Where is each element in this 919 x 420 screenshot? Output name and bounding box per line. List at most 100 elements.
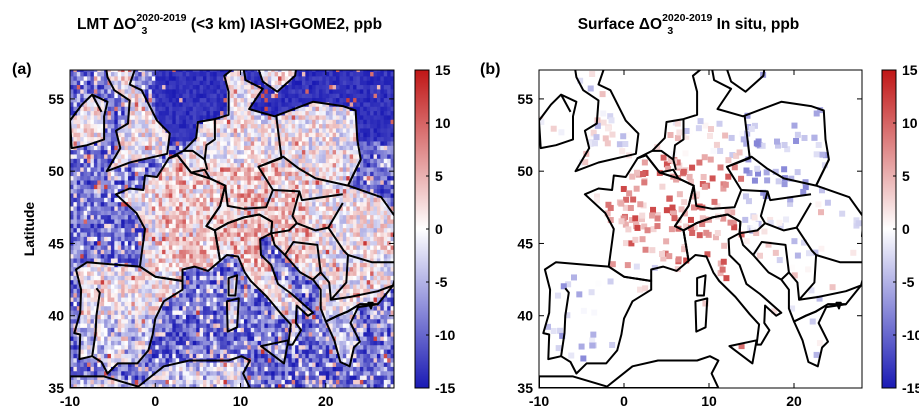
retrieval-cell <box>124 379 129 385</box>
retrieval-cell <box>281 275 286 281</box>
retrieval-cell <box>165 266 170 272</box>
retrieval-cell <box>206 253 211 259</box>
retrieval-cell <box>151 179 156 185</box>
retrieval-cell <box>121 366 126 372</box>
retrieval-cell <box>107 318 112 324</box>
retrieval-cell <box>363 283 368 289</box>
retrieval-cell <box>203 327 208 333</box>
retrieval-cell <box>213 361 218 367</box>
retrieval-cell <box>363 184 368 190</box>
retrieval-cell <box>370 270 375 276</box>
retrieval-cell <box>295 357 300 363</box>
retrieval-cell <box>162 279 167 285</box>
retrieval-cell <box>158 253 163 259</box>
retrieval-cell <box>288 357 293 363</box>
retrieval-cell <box>100 175 105 181</box>
retrieval-cell <box>312 257 317 263</box>
retrieval-cell <box>107 188 112 194</box>
retrieval-cell <box>247 370 252 376</box>
retrieval-cell <box>110 249 115 255</box>
retrieval-cell <box>151 366 156 372</box>
retrieval-cell <box>274 192 279 198</box>
retrieval-cell <box>189 262 194 268</box>
retrieval-cell <box>90 370 95 376</box>
retrieval-cell <box>70 370 75 376</box>
retrieval-cell <box>127 214 132 220</box>
retrieval-cell <box>223 279 228 285</box>
retrieval-cell <box>134 327 139 333</box>
retrieval-cell <box>312 374 317 380</box>
retrieval-cell <box>199 318 204 324</box>
retrieval-cell <box>308 348 313 354</box>
retrieval-cell <box>342 283 347 289</box>
retrieval-cell <box>274 309 279 315</box>
retrieval-cell <box>90 227 95 233</box>
retrieval-cell <box>73 192 78 198</box>
retrieval-cell <box>356 188 361 194</box>
retrieval-cell <box>196 322 201 328</box>
retrieval-cell <box>274 201 279 207</box>
retrieval-cell <box>257 270 262 276</box>
retrieval-cell <box>383 331 388 337</box>
retrieval-cell <box>216 210 221 216</box>
retrieval-cell <box>83 314 88 320</box>
retrieval-cell <box>356 266 361 272</box>
retrieval-cell <box>172 231 177 237</box>
retrieval-cell <box>220 335 225 341</box>
retrieval-cell <box>107 353 112 359</box>
retrieval-cell <box>315 309 320 315</box>
retrieval-cell <box>346 301 351 307</box>
retrieval-cell <box>90 322 95 328</box>
retrieval-cell <box>93 166 98 172</box>
retrieval-cell <box>315 214 320 220</box>
retrieval-cell <box>104 205 109 211</box>
retrieval-cell <box>349 370 354 376</box>
retrieval-cell <box>308 296 313 302</box>
retrieval-cell <box>267 305 272 311</box>
retrieval-cell <box>162 314 167 320</box>
retrieval-cell <box>179 361 184 367</box>
retrieval-cell <box>226 353 231 359</box>
retrieval-cell <box>332 366 337 372</box>
retrieval-cell <box>145 201 150 207</box>
retrieval-cell <box>322 357 327 363</box>
retrieval-cell <box>322 166 327 172</box>
retrieval-cell <box>162 357 167 363</box>
retrieval-cell <box>114 288 119 294</box>
retrieval-cell <box>247 348 252 354</box>
retrieval-cell <box>138 236 143 242</box>
retrieval-cell <box>288 192 293 198</box>
retrieval-cell <box>322 292 327 298</box>
retrieval-cell <box>257 188 262 194</box>
retrieval-cell <box>182 231 187 237</box>
retrieval-cell <box>104 305 109 311</box>
retrieval-cell <box>301 171 306 177</box>
retrieval-cell <box>90 244 95 250</box>
retrieval-cell <box>114 257 119 263</box>
retrieval-cell <box>281 192 286 198</box>
retrieval-cell <box>138 210 143 216</box>
retrieval-cell <box>370 231 375 237</box>
retrieval-cell <box>257 283 262 289</box>
retrieval-cell <box>353 179 358 185</box>
retrieval-cell <box>93 231 98 237</box>
retrieval-cell <box>260 370 265 376</box>
retrieval-cell <box>284 192 289 198</box>
retrieval-cell <box>322 305 327 311</box>
retrieval-cell <box>179 357 184 363</box>
retrieval-cell <box>383 383 388 388</box>
retrieval-cell <box>76 257 81 263</box>
retrieval-cell <box>322 340 327 346</box>
retrieval-cell <box>162 344 167 350</box>
retrieval-cell <box>93 262 98 268</box>
retrieval-cell <box>216 214 221 220</box>
retrieval-cell <box>243 179 248 185</box>
retrieval-cell <box>390 179 394 185</box>
retrieval-cell <box>213 223 218 229</box>
retrieval-cell <box>264 205 269 211</box>
retrieval-cell <box>363 270 368 276</box>
retrieval-cell <box>216 270 221 276</box>
retrieval-cell <box>387 218 392 224</box>
retrieval-cell <box>83 331 88 337</box>
retrieval-cell <box>291 231 296 237</box>
